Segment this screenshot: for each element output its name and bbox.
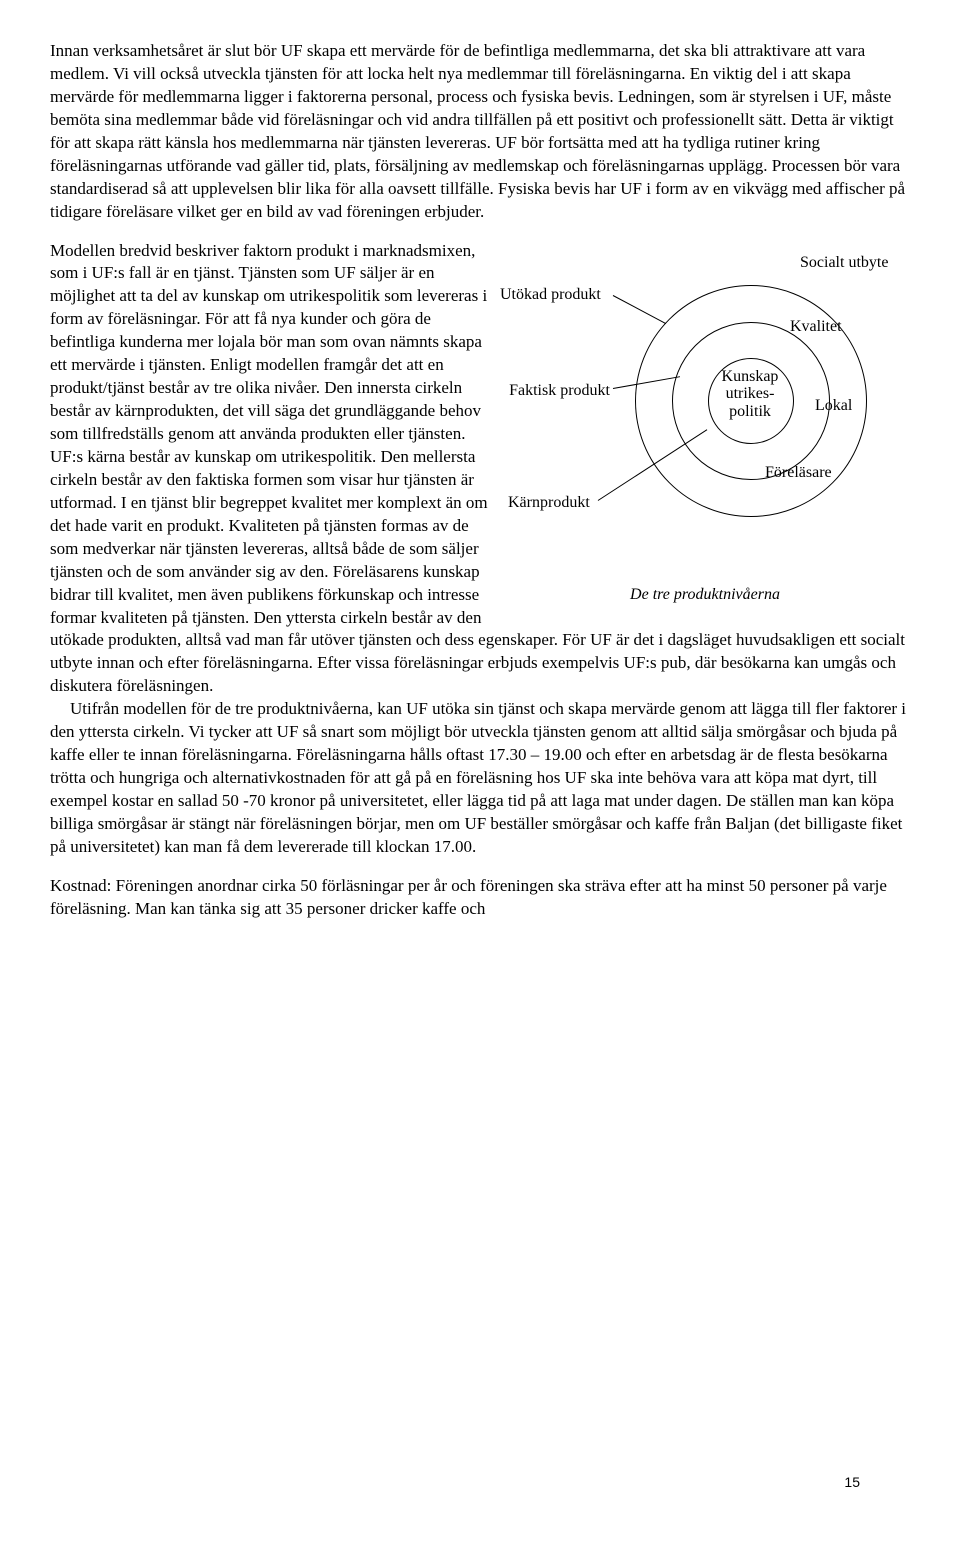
label-utokad: Utökad produkt: [500, 284, 601, 306]
center-line-1: Kunskap: [722, 368, 779, 385]
label-faktisk: Faktisk produkt: [509, 380, 610, 402]
page-number: 15: [844, 1473, 860, 1492]
center-line-3: politik: [729, 403, 771, 420]
line-utokad: [613, 295, 666, 324]
product-levels-figure: Utökad produkt Faktisk produkt Kärnprodu…: [500, 240, 910, 606]
label-kvalitet: Kvalitet: [790, 316, 842, 338]
product-levels-diagram: Utökad produkt Faktisk produkt Kärnprodu…: [500, 240, 910, 580]
label-forelasare: Föreläsare: [765, 462, 832, 484]
paragraph-1: Innan verksamhetsåret är slut bör UF ska…: [50, 40, 910, 224]
label-karn: Kärnprodukt: [508, 492, 590, 514]
label-socialt: Socialt utbyte: [800, 252, 888, 274]
paragraph-2b: Utifrån modellen för de tre produktnivåe…: [50, 698, 910, 859]
center-line-2: utrikes-: [726, 385, 775, 402]
label-lokal: Lokal: [815, 395, 852, 417]
paragraph-3: Kostnad: Föreningen anordnar cirka 50 fö…: [50, 875, 910, 921]
label-center: Kunskap utrikes- politik: [715, 368, 785, 421]
diagram-caption: De tre produktnivåerna: [500, 584, 910, 606]
